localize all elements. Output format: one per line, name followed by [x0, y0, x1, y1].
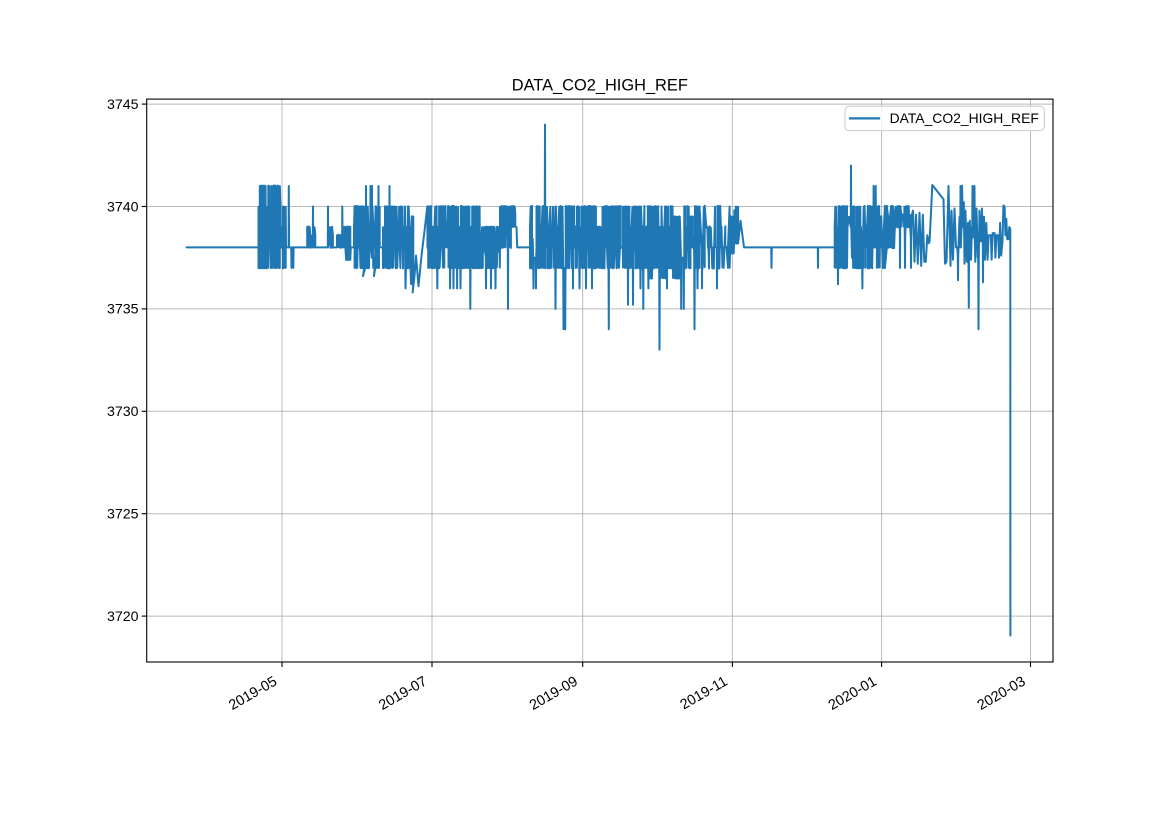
svg-text:3725: 3725 — [107, 507, 139, 523]
svg-text:DATA_CO2_HIGH_REF: DATA_CO2_HIGH_REF — [890, 110, 1039, 126]
svg-text:3730: 3730 — [107, 404, 139, 420]
svg-text:DATA_CO2_HIGH_REF: DATA_CO2_HIGH_REF — [512, 76, 688, 94]
svg-text:3740: 3740 — [107, 199, 139, 215]
svg-text:3735: 3735 — [107, 302, 139, 318]
svg-text:3745: 3745 — [107, 97, 139, 113]
svg-text:3720: 3720 — [107, 609, 139, 625]
